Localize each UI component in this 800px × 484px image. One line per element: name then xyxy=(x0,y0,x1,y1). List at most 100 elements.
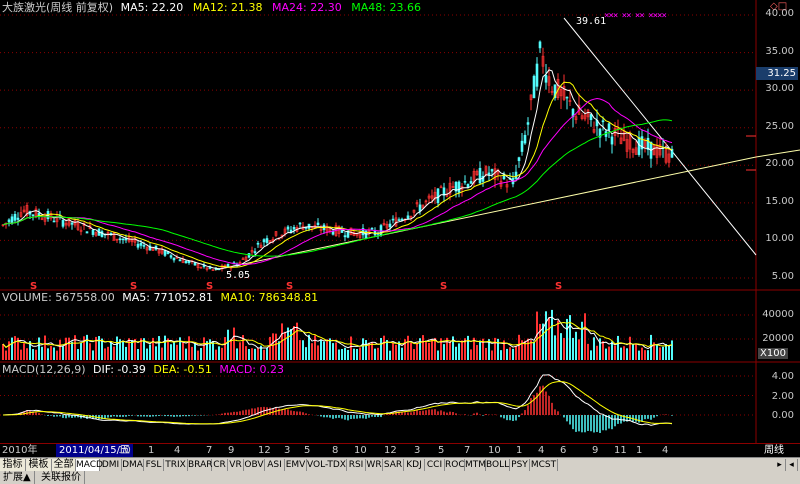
tab-rsi[interactable]: RSI xyxy=(347,459,366,471)
volume-bar xyxy=(14,336,16,360)
s-marker: S xyxy=(440,281,448,292)
volume-bar xyxy=(323,341,325,360)
volume-bar xyxy=(350,336,352,360)
tab-brar[interactable]: BRAR xyxy=(188,459,213,471)
candle-body xyxy=(400,218,404,221)
volume-bar xyxy=(92,350,94,360)
candle-body xyxy=(541,55,545,67)
candle-body xyxy=(100,231,104,238)
volume-bar xyxy=(170,344,172,360)
tab-mcst[interactable]: MCST xyxy=(530,459,558,471)
volume-bar xyxy=(668,345,670,360)
tab-mtm[interactable]: MTM xyxy=(465,459,487,471)
volume-bar xyxy=(101,338,103,360)
time-tick: 5 xyxy=(304,445,311,456)
volume-bar xyxy=(632,343,634,360)
volume-bar xyxy=(188,336,190,360)
time-tick: 3 xyxy=(284,445,291,456)
candle-body xyxy=(265,238,269,243)
volume-bar xyxy=(500,350,502,360)
volume-bar xyxy=(614,345,616,360)
period-label[interactable]: 周线 xyxy=(764,445,784,456)
tab-macd[interactable]: MACD xyxy=(76,459,103,471)
volume-ma5: MA5: 771052.81 xyxy=(122,291,213,304)
candle-body xyxy=(286,226,290,230)
price-axis-label: 5.00 xyxy=(771,271,794,282)
candle-body xyxy=(79,229,83,232)
candle-body xyxy=(544,75,548,83)
tab-boll[interactable]: BOLL xyxy=(486,459,510,471)
volume-bar xyxy=(371,342,373,360)
volume-bar xyxy=(290,329,292,360)
tab-vol-tdx[interactable]: VOL-TDX xyxy=(307,459,347,471)
volume-bar xyxy=(596,345,598,360)
tab-asi[interactable]: ASI xyxy=(265,459,285,471)
chart-corner-icons[interactable]: ◇□ xyxy=(770,1,788,12)
tab-sar[interactable]: SAR xyxy=(383,459,404,471)
volume-bar xyxy=(503,340,505,360)
volume-bar xyxy=(179,337,181,360)
candle-body xyxy=(631,149,635,153)
volume-bar xyxy=(62,346,64,360)
volume-bar xyxy=(449,341,451,360)
tab-dmi[interactable]: DMI xyxy=(100,459,122,471)
chart-canvas[interactable] xyxy=(0,0,800,443)
volume-bar xyxy=(533,341,535,360)
volume-bar xyxy=(479,340,481,360)
volume-bar xyxy=(581,321,583,360)
volume-bar xyxy=(506,348,508,360)
candle-body xyxy=(169,255,173,258)
tab-roc[interactable]: ROC xyxy=(445,459,465,471)
candle-body xyxy=(607,123,611,131)
candle-body xyxy=(658,144,662,156)
volume-bar xyxy=(404,339,406,360)
related-quotes-button[interactable]: 关联报价 xyxy=(38,471,85,484)
candle-body xyxy=(112,232,116,241)
volume-bar xyxy=(431,339,433,360)
volume-bar xyxy=(167,338,169,360)
volume-bar xyxy=(380,338,382,360)
tab-bar-scroll-right[interactable]: ▸ xyxy=(774,459,786,471)
volume-bar xyxy=(293,326,295,360)
macd-axis-label: 0.00 xyxy=(771,410,794,421)
tab-indicators[interactable]: 指标 xyxy=(0,459,26,471)
volume-bar xyxy=(314,335,316,360)
tab-wr[interactable]: WR xyxy=(366,459,383,471)
volume-bar xyxy=(182,342,184,360)
candle-body xyxy=(133,238,137,243)
tab-fsl[interactable]: FSL xyxy=(144,459,164,471)
volume-bar xyxy=(20,349,22,360)
candle-body xyxy=(256,242,260,245)
tab-psy[interactable]: PSY xyxy=(510,459,530,471)
volume-bar xyxy=(41,346,43,360)
candle-body xyxy=(250,249,254,253)
candle-body xyxy=(583,114,587,120)
tab-kdj[interactable]: KDJ xyxy=(404,459,425,471)
time-tick: 1 xyxy=(516,445,523,456)
tab-trix[interactable]: TRIX xyxy=(164,459,188,471)
candle-body xyxy=(142,245,146,247)
candle-body xyxy=(253,251,257,254)
time-tick: 4 xyxy=(662,445,669,456)
tab-dma[interactable]: DMA xyxy=(122,459,144,471)
tab-bar-scroll-left[interactable]: ◂ xyxy=(786,459,798,471)
tab-emv[interactable]: EMV xyxy=(285,459,307,471)
tab-cci[interactable]: CCI xyxy=(425,459,445,471)
volume-bar xyxy=(50,345,52,360)
candle-body xyxy=(409,215,413,218)
volume-bar xyxy=(311,343,313,360)
expand-button[interactable]: 扩展▲ xyxy=(0,471,35,484)
candle-body xyxy=(163,250,167,256)
tab-all[interactable]: 全部 xyxy=(52,459,76,471)
volume-bar xyxy=(578,339,580,360)
volume-bar xyxy=(11,337,13,360)
tab-cr[interactable]: CR xyxy=(212,459,228,471)
high-label: 39.61 xyxy=(576,16,607,27)
tab-vr[interactable]: VR xyxy=(228,459,244,471)
tab-templates[interactable]: 模板 xyxy=(26,459,52,471)
tab-obv[interactable]: OBV xyxy=(244,459,265,471)
candle-body xyxy=(343,235,347,238)
price-axis-label: 30.00 xyxy=(765,83,794,94)
candle-body xyxy=(553,84,557,99)
volume-bar xyxy=(218,346,220,360)
